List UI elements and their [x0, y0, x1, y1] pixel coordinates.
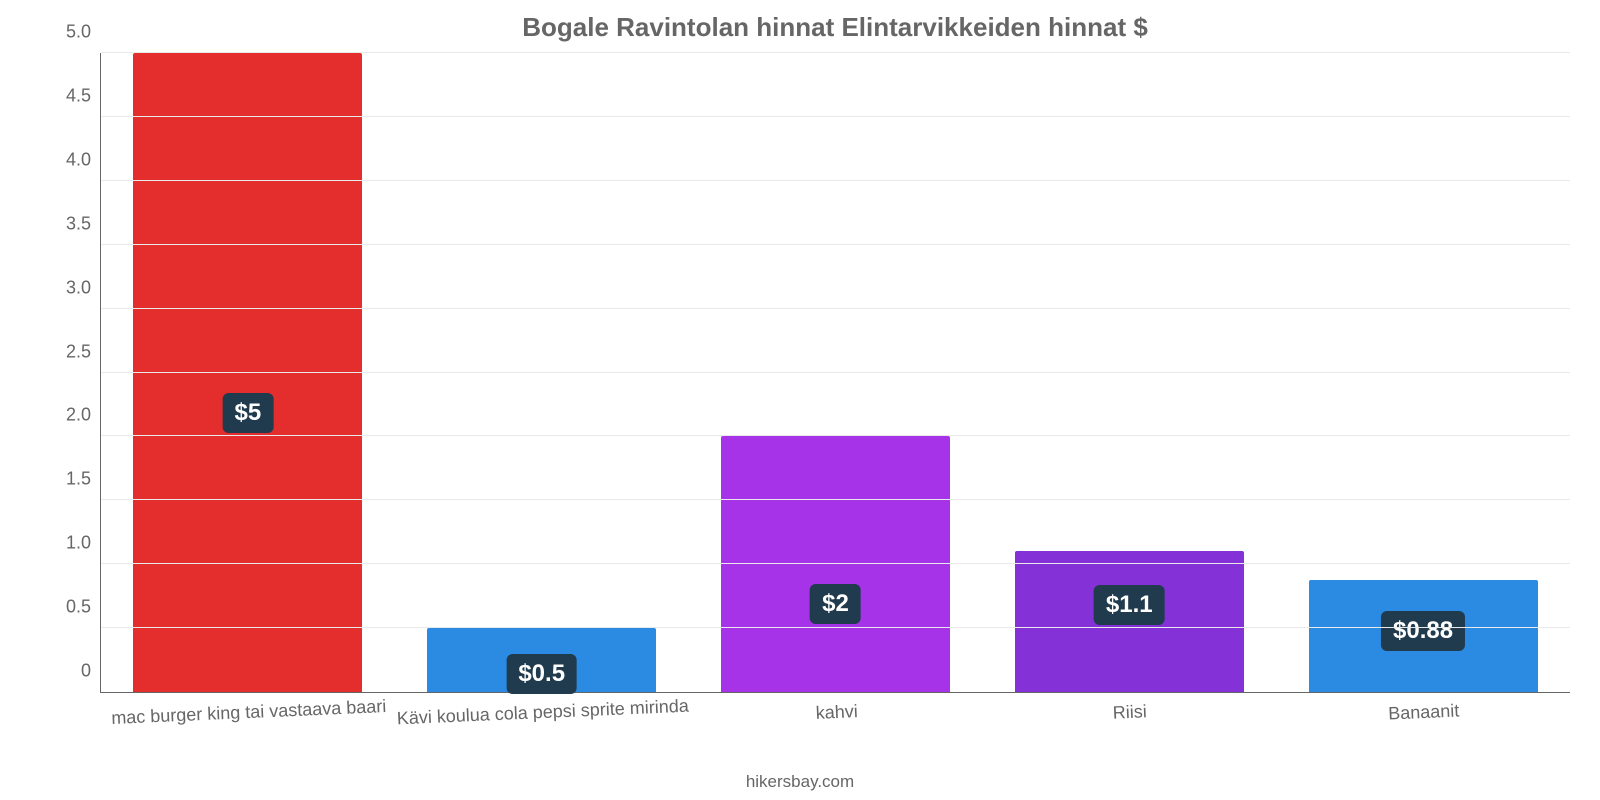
y-tick-label: 4.0 [66, 149, 101, 170]
gridline [101, 563, 1570, 564]
bar: $5 [133, 53, 362, 692]
bar-slot: $0.88 [1276, 53, 1570, 692]
bar: $0.5 [427, 628, 656, 692]
bar-slot: $0.5 [395, 53, 689, 692]
bars-layer: $5 $0.5 $2 $1.1 $0.88 [101, 53, 1570, 692]
y-tick-label: 1.0 [66, 533, 101, 554]
gridline [101, 627, 1570, 628]
bar: $0.88 [1309, 580, 1538, 692]
y-tick-label: 2.0 [66, 405, 101, 426]
y-tick-label: 5.0 [66, 22, 101, 43]
chart-title: Bogale Ravintolan hinnat Elintarvikkeide… [100, 12, 1570, 43]
y-tick-label: 2.5 [66, 341, 101, 362]
gridline [101, 52, 1570, 53]
bar-value-badge: $1.1 [1094, 585, 1165, 625]
bar-value-badge: $5 [223, 393, 274, 433]
x-tick-label: Banaanit [1276, 686, 1571, 730]
gridline [101, 435, 1570, 436]
gridline [101, 308, 1570, 309]
gridline [101, 116, 1570, 117]
gridline [101, 499, 1570, 500]
bar-slot: $5 [101, 53, 395, 692]
x-axis-labels: mac burger king tai vastaava baariKävi k… [101, 692, 1570, 723]
plot-area: $5$0.5$2$1.1$0.88 mac burger king tai va… [100, 53, 1570, 693]
y-tick-label: 0 [81, 661, 101, 682]
x-tick-label: kahvi [689, 686, 984, 730]
y-tick-label: 3.0 [66, 277, 101, 298]
bar-slot: $1.1 [982, 53, 1276, 692]
y-tick-label: 0.5 [66, 597, 101, 618]
x-tick-label: Riisi [983, 686, 1278, 730]
bar: $1.1 [1015, 551, 1244, 692]
y-tick-label: 4.5 [66, 85, 101, 106]
bar: $2 [721, 436, 950, 692]
gridline [101, 372, 1570, 373]
chart-container: Bogale Ravintolan hinnat Elintarvikkeide… [0, 0, 1600, 800]
gridline [101, 244, 1570, 245]
chart-credit: hikersbay.com [0, 772, 1600, 792]
y-tick-label: 1.5 [66, 469, 101, 490]
bar-value-badge: $0.88 [1381, 611, 1465, 651]
x-tick-label: Kävi koulua cola pepsi sprite mirinda [395, 686, 690, 730]
gridline [101, 180, 1570, 181]
bar-value-badge: $2 [810, 584, 861, 624]
y-tick-label: 3.5 [66, 213, 101, 234]
bar-slot: $2 [689, 53, 983, 692]
bar-value-badge: $0.5 [506, 654, 577, 694]
x-tick-label: mac burger king tai vastaava baari [101, 686, 396, 730]
